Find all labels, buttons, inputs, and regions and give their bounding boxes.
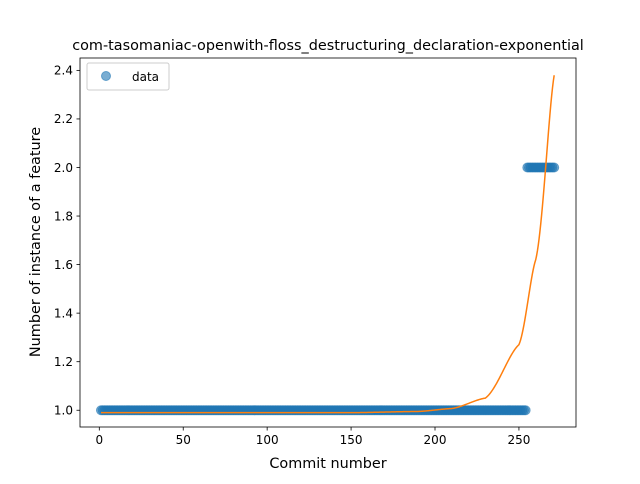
x-tick-label: 250: [507, 433, 530, 447]
x-tick-label: 200: [424, 433, 447, 447]
y-tick-label: 1.8: [54, 209, 73, 223]
x-axis-label: Commit number: [269, 456, 386, 472]
x-tick-label: 0: [95, 433, 103, 447]
y-tick-label: 2.4: [54, 64, 73, 78]
y-axis-label: Number of instance of a feature: [28, 127, 44, 357]
y-tick-label: 1.2: [54, 355, 73, 369]
legend: data: [86, 62, 170, 91]
fit-line: [100, 75, 555, 414]
chart-title: com-tasomaniac-openwith-floss_destructur…: [72, 38, 584, 54]
legend-label-data: data: [132, 70, 159, 84]
plot-area: [95, 75, 560, 416]
y-tick-label: 1.6: [54, 258, 73, 272]
x-tick-label: 50: [176, 433, 191, 447]
axes-frame: [79, 57, 577, 428]
y-tick-label: 2.2: [54, 112, 73, 126]
x-tick-label: 100: [256, 433, 279, 447]
legend-frame: [86, 62, 170, 91]
y-tick-label: 2.0: [54, 161, 73, 175]
x-tick-label: 150: [340, 433, 363, 447]
axes: 0 50 100 150 200 250 1.0 1.2 1.4 1.6 1.8 2.0 2.2 2.4: [54, 57, 577, 447]
y-tick-label: 1.0: [54, 404, 73, 418]
data-point: [549, 162, 560, 173]
data-point: [520, 405, 531, 416]
legend-marker-data: [101, 71, 111, 81]
y-tick-label: 1.4: [54, 306, 73, 320]
